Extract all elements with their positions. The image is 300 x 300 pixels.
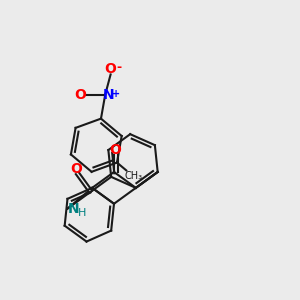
Text: N: N <box>68 202 79 216</box>
Text: O: O <box>74 88 86 102</box>
Text: O: O <box>109 143 121 157</box>
Text: N: N <box>102 88 114 102</box>
Text: H: H <box>78 208 87 218</box>
Text: O: O <box>70 162 82 176</box>
Text: -: - <box>116 61 121 74</box>
Text: CH₃: CH₃ <box>124 172 142 182</box>
Text: +: + <box>112 89 120 99</box>
Text: O: O <box>105 62 116 76</box>
